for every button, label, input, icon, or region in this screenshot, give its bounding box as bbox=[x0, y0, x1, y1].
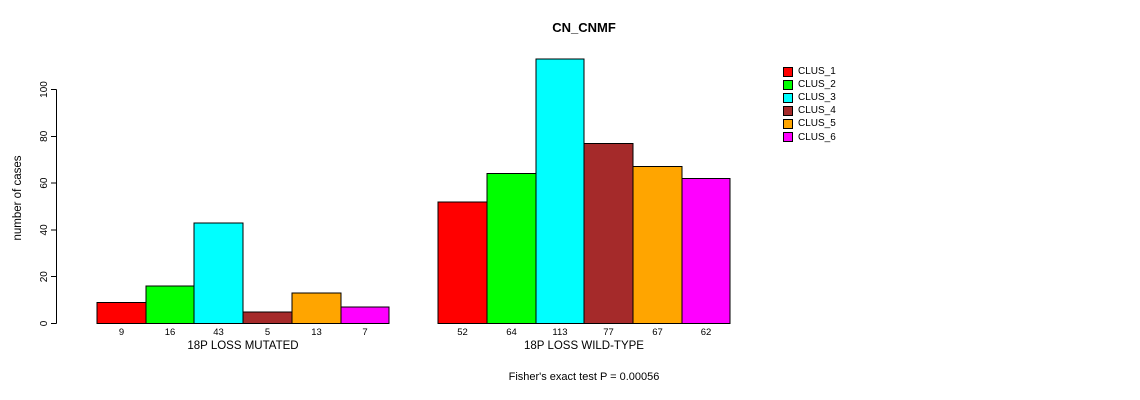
legend-label: CLUS_6 bbox=[798, 131, 836, 143]
legend-item-clus_1: CLUS_1 bbox=[783, 65, 836, 78]
y-axis-tick-label: 20 bbox=[39, 271, 50, 283]
x-group-label-mutated: 18P LOSS MUTATED bbox=[187, 340, 299, 352]
legend-item-clus_3: CLUS_3 bbox=[783, 91, 836, 104]
legend-label: CLUS_4 bbox=[798, 105, 836, 117]
fisher-test-annotation: Fisher's exact test P = 0.00056 bbox=[508, 371, 660, 383]
legend-swatch-icon bbox=[783, 118, 793, 129]
bar-value-label: 16 bbox=[165, 327, 176, 338]
legend-label: CLUS_5 bbox=[798, 118, 836, 130]
y-axis-tick-label: 100 bbox=[39, 81, 50, 98]
bar-value-label: 67 bbox=[652, 327, 663, 338]
legend-item-clus_6: CLUS_6 bbox=[783, 130, 836, 143]
y-axis-tick-label: 0 bbox=[39, 320, 50, 326]
bar-value-label: 64 bbox=[506, 327, 517, 338]
bar-value-label: 52 bbox=[457, 327, 468, 338]
bar-clus_2-group2 bbox=[486, 173, 537, 324]
bar-clus_1-group1 bbox=[96, 301, 147, 325]
bar-value-label: 62 bbox=[701, 327, 712, 338]
bar-clus_3-group2 bbox=[535, 58, 585, 325]
bar-clus_5-group2 bbox=[632, 166, 683, 324]
bar-clus_1-group2 bbox=[437, 201, 488, 325]
bar-clus_3-group1 bbox=[193, 222, 244, 325]
x-group-label-wild-type: 18P LOSS WILD-TYPE bbox=[524, 340, 644, 352]
legend-item-clus_5: CLUS_5 bbox=[783, 117, 836, 130]
chart-title: CN_CNMF bbox=[552, 20, 616, 35]
legend-swatch-icon bbox=[783, 132, 793, 143]
y-axis-tick-label: 40 bbox=[39, 224, 50, 236]
bar-value-label: 113 bbox=[552, 327, 567, 338]
bar-clus_6-group2 bbox=[681, 177, 731, 324]
bar-clus_4-group2 bbox=[583, 142, 634, 324]
bar-value-label: 13 bbox=[311, 327, 322, 338]
legend: CLUS_1 CLUS_2 CLUS_3 CLUS_4 CLUS_5 CLUS_6 bbox=[783, 65, 836, 144]
bar-value-label: 77 bbox=[603, 327, 614, 338]
bar-clus_4-group1 bbox=[242, 311, 293, 324]
bar-value-label: 7 bbox=[362, 327, 367, 338]
bar-value-label: 43 bbox=[213, 327, 224, 338]
legend-item-clus_4: CLUS_4 bbox=[783, 104, 836, 117]
legend-swatch-icon bbox=[783, 92, 793, 103]
legend-swatch-icon bbox=[783, 79, 793, 90]
legend-label: CLUS_2 bbox=[798, 79, 836, 91]
legend-label: CLUS_3 bbox=[798, 92, 836, 104]
legend-swatch-icon bbox=[783, 105, 793, 116]
y-axis-tick-label: 80 bbox=[39, 130, 50, 142]
legend-swatch-icon bbox=[783, 66, 793, 77]
bar-value-label: 9 bbox=[119, 327, 124, 338]
legend-item-clus_2: CLUS_2 bbox=[783, 78, 836, 91]
bar-clus_2-group1 bbox=[145, 285, 195, 324]
legend-label: CLUS_1 bbox=[798, 66, 836, 78]
bar-clus_5-group1 bbox=[291, 292, 342, 324]
y-axis-tick-label: 60 bbox=[39, 177, 50, 189]
bar-value-label: 5 bbox=[265, 327, 270, 338]
bar-clus_6-group1 bbox=[340, 306, 390, 324]
